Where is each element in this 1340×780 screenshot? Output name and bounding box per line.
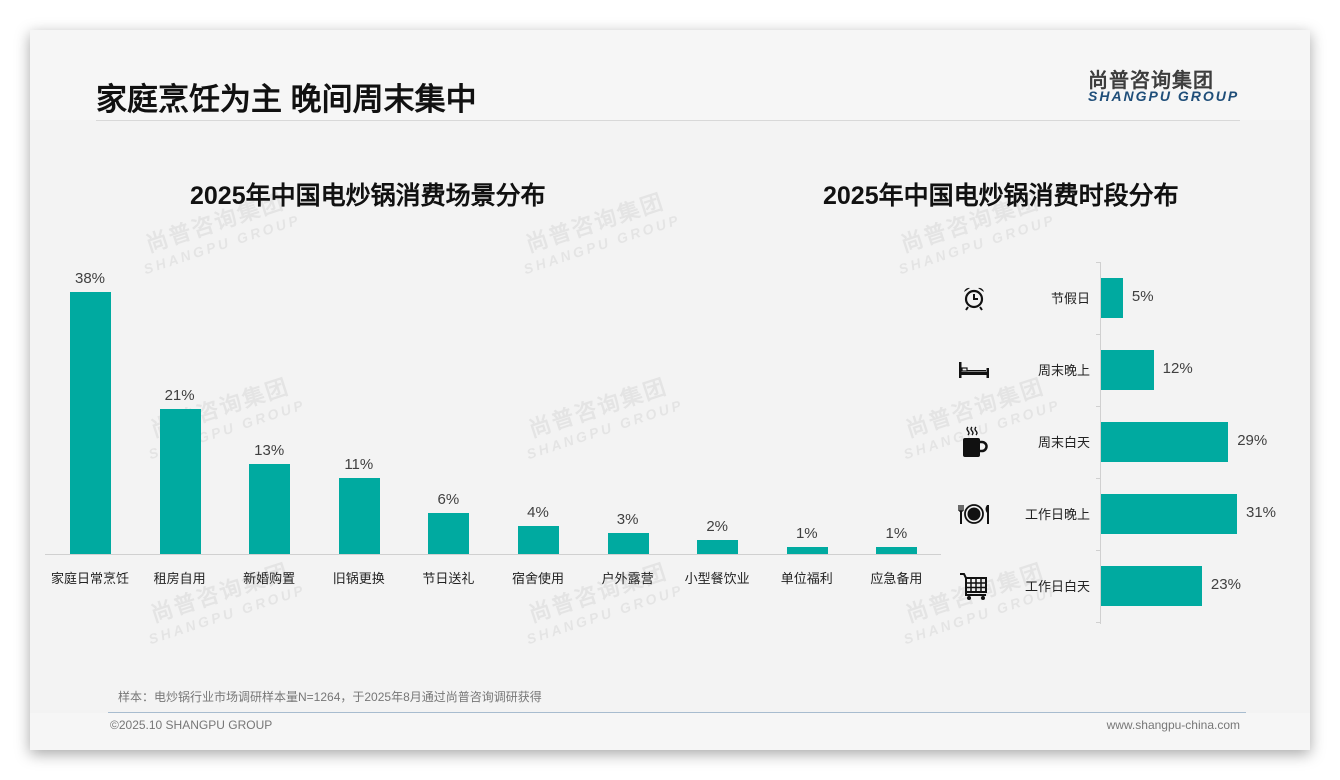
bar-value-label: 13% bbox=[254, 442, 285, 460]
bar-value-label: 38% bbox=[74, 270, 106, 287]
category-label: 宿舍使用 bbox=[511, 571, 564, 586]
bar bbox=[876, 547, 918, 554]
bar bbox=[1101, 278, 1123, 318]
bar-group: 21% 租房自用 bbox=[135, 270, 225, 590]
time-chart-title: 2025年中国电炒锅消费时段分布 bbox=[823, 182, 1179, 210]
bar bbox=[70, 292, 111, 554]
slide: 家庭烹饪为主 晚间周末集中 尚普咨询集团 SHANGPU GROUP 尚普咨询集… bbox=[30, 30, 1310, 750]
axis-tick bbox=[1096, 406, 1101, 407]
bar-group: 38% 家庭日常烹饪 bbox=[45, 270, 135, 590]
bar-value-label: 2% bbox=[706, 518, 729, 536]
category-label: 租房自用 bbox=[153, 571, 206, 586]
title-divider bbox=[96, 120, 1240, 121]
sample-note: 样本：电炒锅行业市场调研样本量N=1264，于2025年8月通过尚普咨询调研获得 bbox=[118, 690, 542, 704]
dinner-plate-icon bbox=[950, 496, 998, 532]
website-link[interactable]: www.shangpu-china.com bbox=[1106, 718, 1240, 732]
bar-group: 1% 应急备用 bbox=[851, 270, 941, 590]
bar-value-label: 6% bbox=[437, 490, 460, 508]
bar-value-label: 29% bbox=[1237, 432, 1268, 449]
header-band bbox=[30, 30, 1310, 120]
x-axis-line bbox=[45, 554, 941, 555]
category-label: 应急备用 bbox=[870, 571, 923, 586]
coffee-cup-icon bbox=[950, 424, 998, 460]
category-label: 节假日 bbox=[1050, 291, 1090, 306]
category-label: 周末白天 bbox=[1037, 435, 1090, 450]
scene-chart-title: 2025年中国电炒锅消费场景分布 bbox=[190, 182, 546, 210]
axis-tick bbox=[1096, 334, 1101, 335]
footer-band bbox=[30, 713, 1310, 750]
page-title: 家庭烹饪为主 晚间周末集中 bbox=[96, 82, 477, 117]
y-axis-line bbox=[1100, 262, 1101, 624]
bar-group: 4% 宿舍使用 bbox=[493, 270, 583, 590]
bar bbox=[249, 464, 291, 554]
bar bbox=[1101, 494, 1237, 534]
bar-value-label: 5% bbox=[1131, 288, 1154, 305]
category-label: 工作日白天 bbox=[1024, 579, 1090, 594]
bed-icon bbox=[950, 352, 998, 388]
category-label: 周末晚上 bbox=[1037, 363, 1090, 378]
bar bbox=[607, 533, 649, 554]
category-label: 户外露营 bbox=[601, 571, 654, 586]
bar-value-label: 4% bbox=[527, 504, 549, 522]
bar bbox=[1101, 566, 1202, 606]
bar-value-label: 1% bbox=[885, 525, 908, 543]
bar-row: 节假日 5% bbox=[950, 262, 1290, 334]
bar bbox=[1101, 422, 1229, 462]
category-label: 小型餐饮业 bbox=[684, 571, 750, 586]
alarm-clock-icon bbox=[950, 280, 998, 316]
axis-tick bbox=[1096, 550, 1101, 551]
category-label: 节日送礼 bbox=[422, 571, 475, 586]
bar-group: 13% 新婚购置 bbox=[224, 270, 314, 590]
bar-value-label: 23% bbox=[1210, 576, 1241, 593]
bar bbox=[1101, 350, 1154, 390]
bar bbox=[428, 512, 470, 554]
logo-cn: 尚普咨询集团 bbox=[1088, 70, 1214, 92]
bar-row: 周末晚上 12% bbox=[950, 334, 1290, 406]
axis-tick bbox=[1096, 622, 1101, 623]
bar-value-label: 3% bbox=[616, 511, 639, 529]
shopping-cart-icon bbox=[950, 568, 998, 604]
axis-tick bbox=[1096, 262, 1101, 263]
bar-row: 工作日晚上 31% bbox=[950, 478, 1290, 550]
bar bbox=[518, 526, 559, 554]
bar-value-label: 31% bbox=[1246, 504, 1277, 521]
category-label: 新婚购置 bbox=[243, 571, 296, 586]
bar-group: 11% 旧锅更换 bbox=[314, 270, 404, 590]
bar-value-label: 11% bbox=[344, 456, 374, 474]
bar-value-label: 21% bbox=[164, 387, 195, 405]
bar bbox=[338, 478, 380, 554]
category-label: 家庭日常烹饪 bbox=[50, 571, 129, 586]
axis-tick bbox=[1096, 478, 1101, 479]
time-bar-chart: 节假日 5% 周末晚上 12% 周末白天 29% 工作日晚上 31% 工作日白天 23% bbox=[950, 262, 1290, 627]
bar bbox=[697, 540, 739, 554]
bar-row: 工作日白天 23% bbox=[950, 550, 1290, 622]
bar-group: 1% 单位福利 bbox=[762, 270, 852, 590]
footer-divider bbox=[108, 712, 1246, 713]
bar bbox=[159, 409, 201, 554]
logo-en: SHANGPU GROUP bbox=[1088, 88, 1240, 104]
bar-group: 6% 节日送礼 bbox=[403, 270, 493, 590]
scene-bar-chart: 38% 家庭日常烹饪 21% 租房自用 13% 新婚购置 11% 旧锅更换 6% 节日送礼 4% 宿舍… bbox=[45, 270, 941, 590]
category-label: 旧锅更换 bbox=[332, 571, 385, 586]
bar-group: 2% 小型餐饮业 bbox=[672, 270, 762, 590]
bar bbox=[786, 547, 828, 554]
category-label: 单位福利 bbox=[780, 571, 833, 586]
copyright: ©2025.10 SHANGPU GROUP bbox=[110, 718, 273, 732]
category-label: 工作日晚上 bbox=[1024, 507, 1090, 522]
bar-value-label: 1% bbox=[795, 525, 818, 543]
bar-value-label: 12% bbox=[1162, 360, 1193, 377]
bar-group: 3% 户外露营 bbox=[583, 270, 673, 590]
bar-row: 周末白天 29% bbox=[950, 406, 1290, 478]
